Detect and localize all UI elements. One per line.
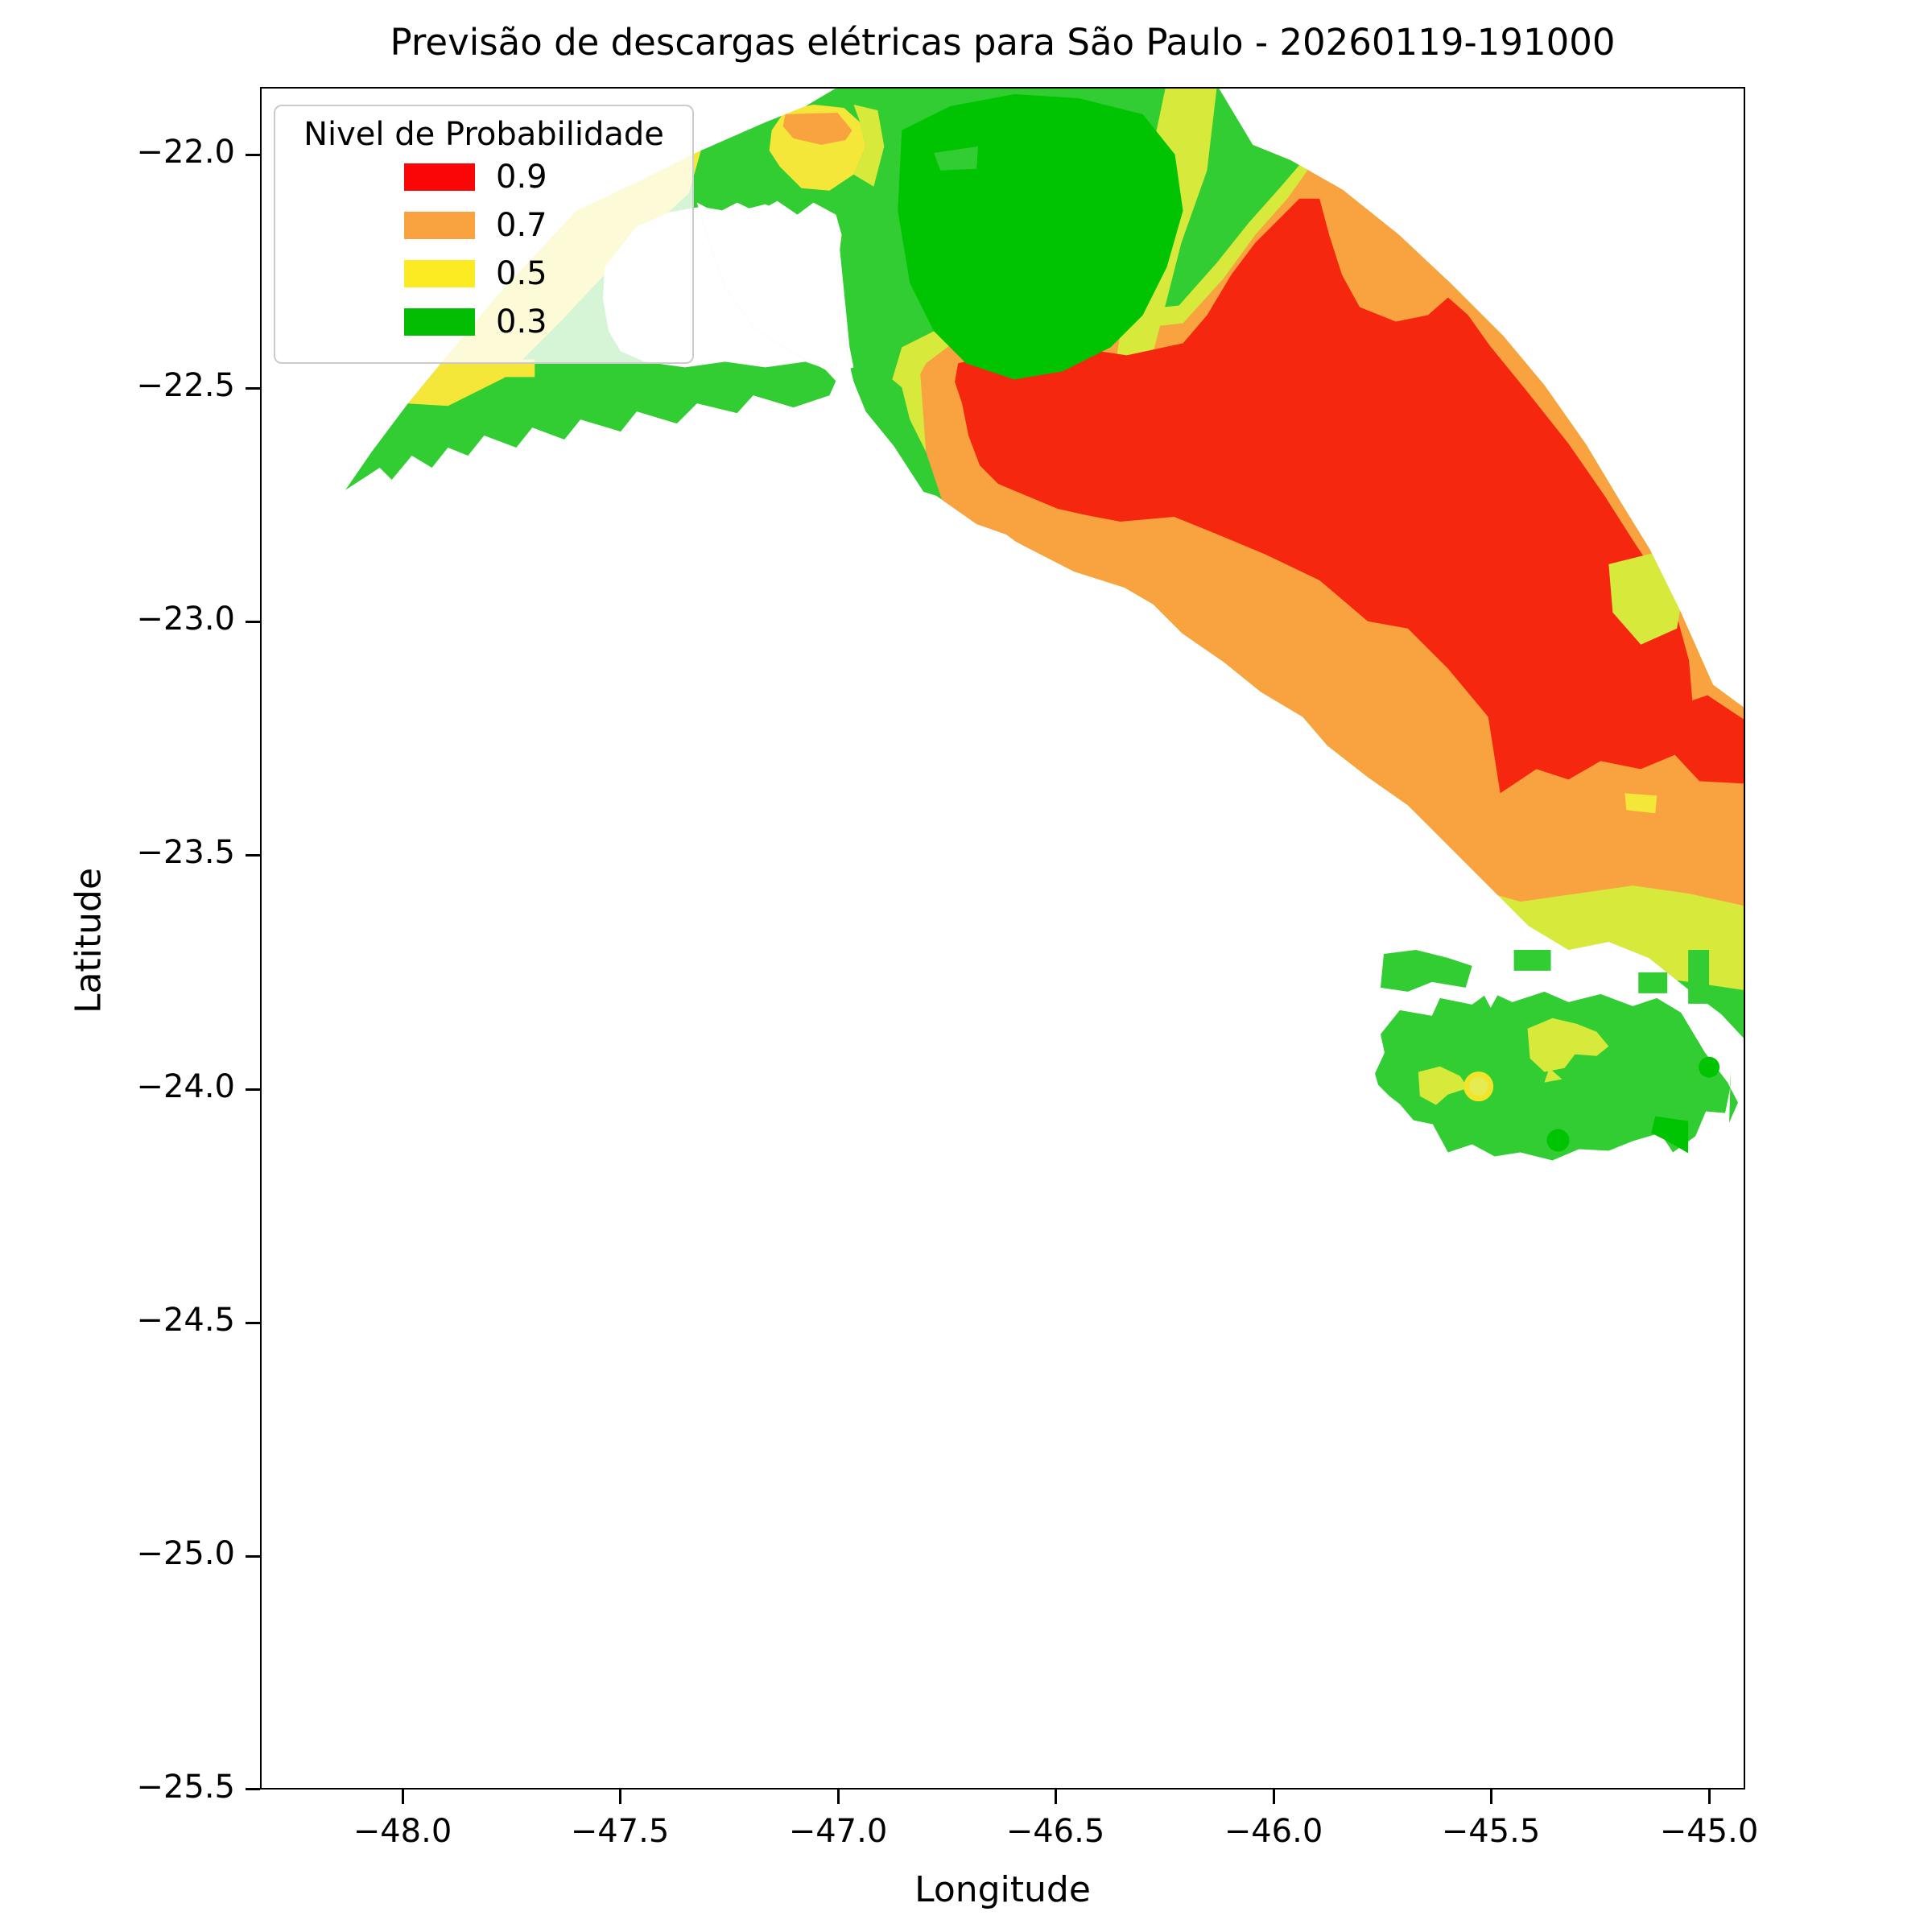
contour-top-orange-spot: [782, 112, 852, 145]
island-dark-green-patch: [1651, 1116, 1689, 1154]
y-tick-mark-1: [246, 387, 260, 390]
x-tick-mark-0: [402, 1790, 404, 1804]
legend-label: 0.9: [496, 159, 547, 196]
x-tick-mark-2: [837, 1790, 840, 1804]
x-tick-label-3: −46.5: [1005, 1813, 1105, 1850]
y-tick-mark-4: [246, 1088, 260, 1091]
y-tick-label-3: −23.5: [136, 834, 235, 871]
island-strip-3: [1638, 972, 1668, 993]
station-dot-green-2: [1699, 1056, 1720, 1078]
plot-title: Previsão de descargas elétricas para São…: [390, 21, 1616, 64]
island-chartreuse-patch-b: [1418, 1066, 1468, 1105]
x-tick-label-5: −45.5: [1441, 1813, 1541, 1850]
y-tick-label-4: −24.0: [136, 1068, 235, 1105]
plot-area: [260, 87, 1745, 1790]
x-tick-label-4: −46.0: [1224, 1813, 1323, 1850]
legend-swatch-orange: [404, 212, 475, 239]
y-tick-label-2: −23.0: [136, 601, 235, 638]
contour-map: [345, 89, 1744, 1161]
island-chartreuse-patch-a-tail: [1544, 1067, 1563, 1083]
island-white-bite: [1480, 987, 1502, 1008]
x-tick-label-0: −48.0: [353, 1813, 452, 1850]
y-axis-label: Latitude: [68, 867, 109, 1014]
legend-title: Nivel de Probabilidade: [303, 116, 664, 153]
contour-dome-interior-notch: [934, 146, 979, 171]
contour-red-pocket-right: [1673, 695, 1744, 784]
x-tick-label-1: −47.5: [570, 1813, 670, 1850]
contour-red-core: [955, 198, 1694, 794]
legend-label: 0.7: [496, 207, 547, 244]
legend-item-09: 0.9: [275, 153, 692, 201]
legend-swatch-yellow: [404, 260, 475, 287]
y-tick-mark-3: [246, 854, 260, 857]
x-tick-mark-4: [1273, 1790, 1275, 1804]
legend-item-05: 0.5: [275, 250, 692, 298]
x-tick-mark-1: [619, 1790, 621, 1804]
island-chartreuse-patch-a: [1527, 1018, 1609, 1072]
legend: Nivel de Probabilidade 0.9 0.7 0.5 0.3: [274, 105, 694, 364]
y-tick-label-5: −24.5: [136, 1302, 235, 1339]
y-tick-mark-5: [246, 1322, 260, 1324]
y-tick-label-6: −25.0: [136, 1535, 235, 1572]
x-tick-mark-5: [1490, 1790, 1492, 1804]
x-axis-label: Longitude: [914, 1869, 1091, 1910]
station-ring-yellow: [1463, 1071, 1494, 1102]
y-tick-mark-2: [246, 621, 260, 623]
x-tick-label-2: −47.0: [788, 1813, 888, 1850]
y-tick-mark-6: [246, 1555, 260, 1558]
legend-label: 0.5: [496, 255, 547, 292]
x-tick-mark-6: [1708, 1790, 1711, 1804]
y-tick-mark-7: [246, 1788, 260, 1790]
legend-swatch-red: [404, 163, 475, 191]
island-strip-4: [1688, 949, 1710, 1004]
contour-top-chartreuse-fringe: [853, 104, 885, 187]
y-tick-label-7: −25.5: [136, 1769, 235, 1806]
island-strip-1: [1380, 949, 1472, 992]
legend-item-07: 0.7: [275, 201, 692, 250]
legend-item-03: 0.3: [275, 298, 692, 346]
x-tick-label-6: −45.0: [1659, 1813, 1759, 1850]
contour-right-yellow-sliver: [1624, 793, 1657, 814]
x-tick-mark-3: [1055, 1790, 1057, 1804]
legend-label: 0.3: [496, 303, 547, 341]
island-strip-2: [1513, 949, 1551, 971]
contour-arm-yellow-tooth-1: [428, 365, 460, 396]
y-tick-mark-0: [246, 154, 260, 156]
y-tick-label-1: −22.5: [136, 367, 235, 404]
station-dot-green-1: [1546, 1129, 1570, 1152]
legend-swatch-green: [404, 308, 475, 336]
y-tick-label-0: −22.0: [136, 134, 235, 171]
